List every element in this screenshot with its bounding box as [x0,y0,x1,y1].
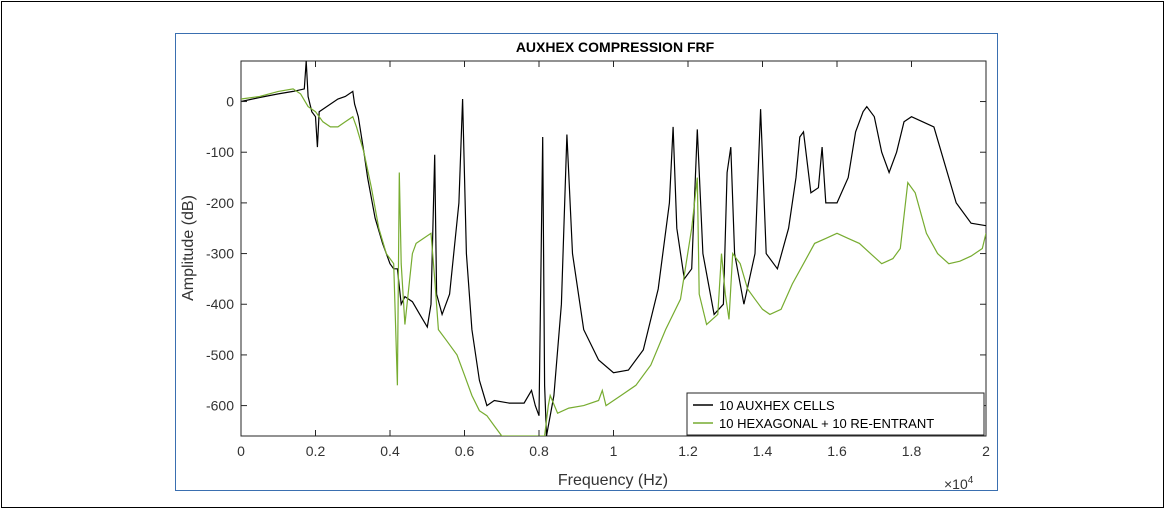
x-exponent-label: ×104 [944,475,974,492]
y-tick-label: -200 [206,195,234,211]
plot-area [240,60,987,437]
y-tick-label: 0 [226,94,234,110]
series-line-1 [241,61,986,436]
x-tick-label: 0 [237,443,245,459]
y-tick-label: -500 [206,347,234,363]
x-tick-label: 1 [610,443,618,459]
y-tick-label: -400 [206,296,234,312]
x-tick-label: 1.2 [678,443,698,459]
x-tick-label: 0.2 [306,443,326,459]
x-axis-label: Frequency (Hz) [558,472,668,489]
x-tick-label: 1.4 [753,443,773,459]
y-tick-label: -100 [206,144,234,160]
x-tick-label: 1.8 [902,443,922,459]
legend-box [686,392,985,436]
legend-label-1: 10 AUXHEX CELLS [719,398,835,413]
y-tick-label: -300 [206,246,234,262]
y-axis-label: Amplitude (dB) [180,195,197,301]
x-exponent-power: 4 [968,475,974,486]
x-tick-label: 2 [982,443,990,459]
x-tick-label: 0.4 [380,443,400,459]
chart-title: AUXHEX COMPRESSION FRF [516,39,715,55]
series-line-2 [241,88,986,436]
x-tick-label: 0.6 [455,443,475,459]
x-tick-label: 0.8 [529,443,549,459]
x-exponent-base: ×10 [944,476,968,492]
x-tick-label: 1.6 [827,443,847,459]
legend-label-2: 10 HEXAGONAL + 10 RE-ENTRANT [719,416,934,431]
legend: 10 AUXHEX CELLS 10 HEXAGONAL + 10 RE-ENTR… [686,392,985,436]
y-tick-label: -600 [206,398,234,414]
